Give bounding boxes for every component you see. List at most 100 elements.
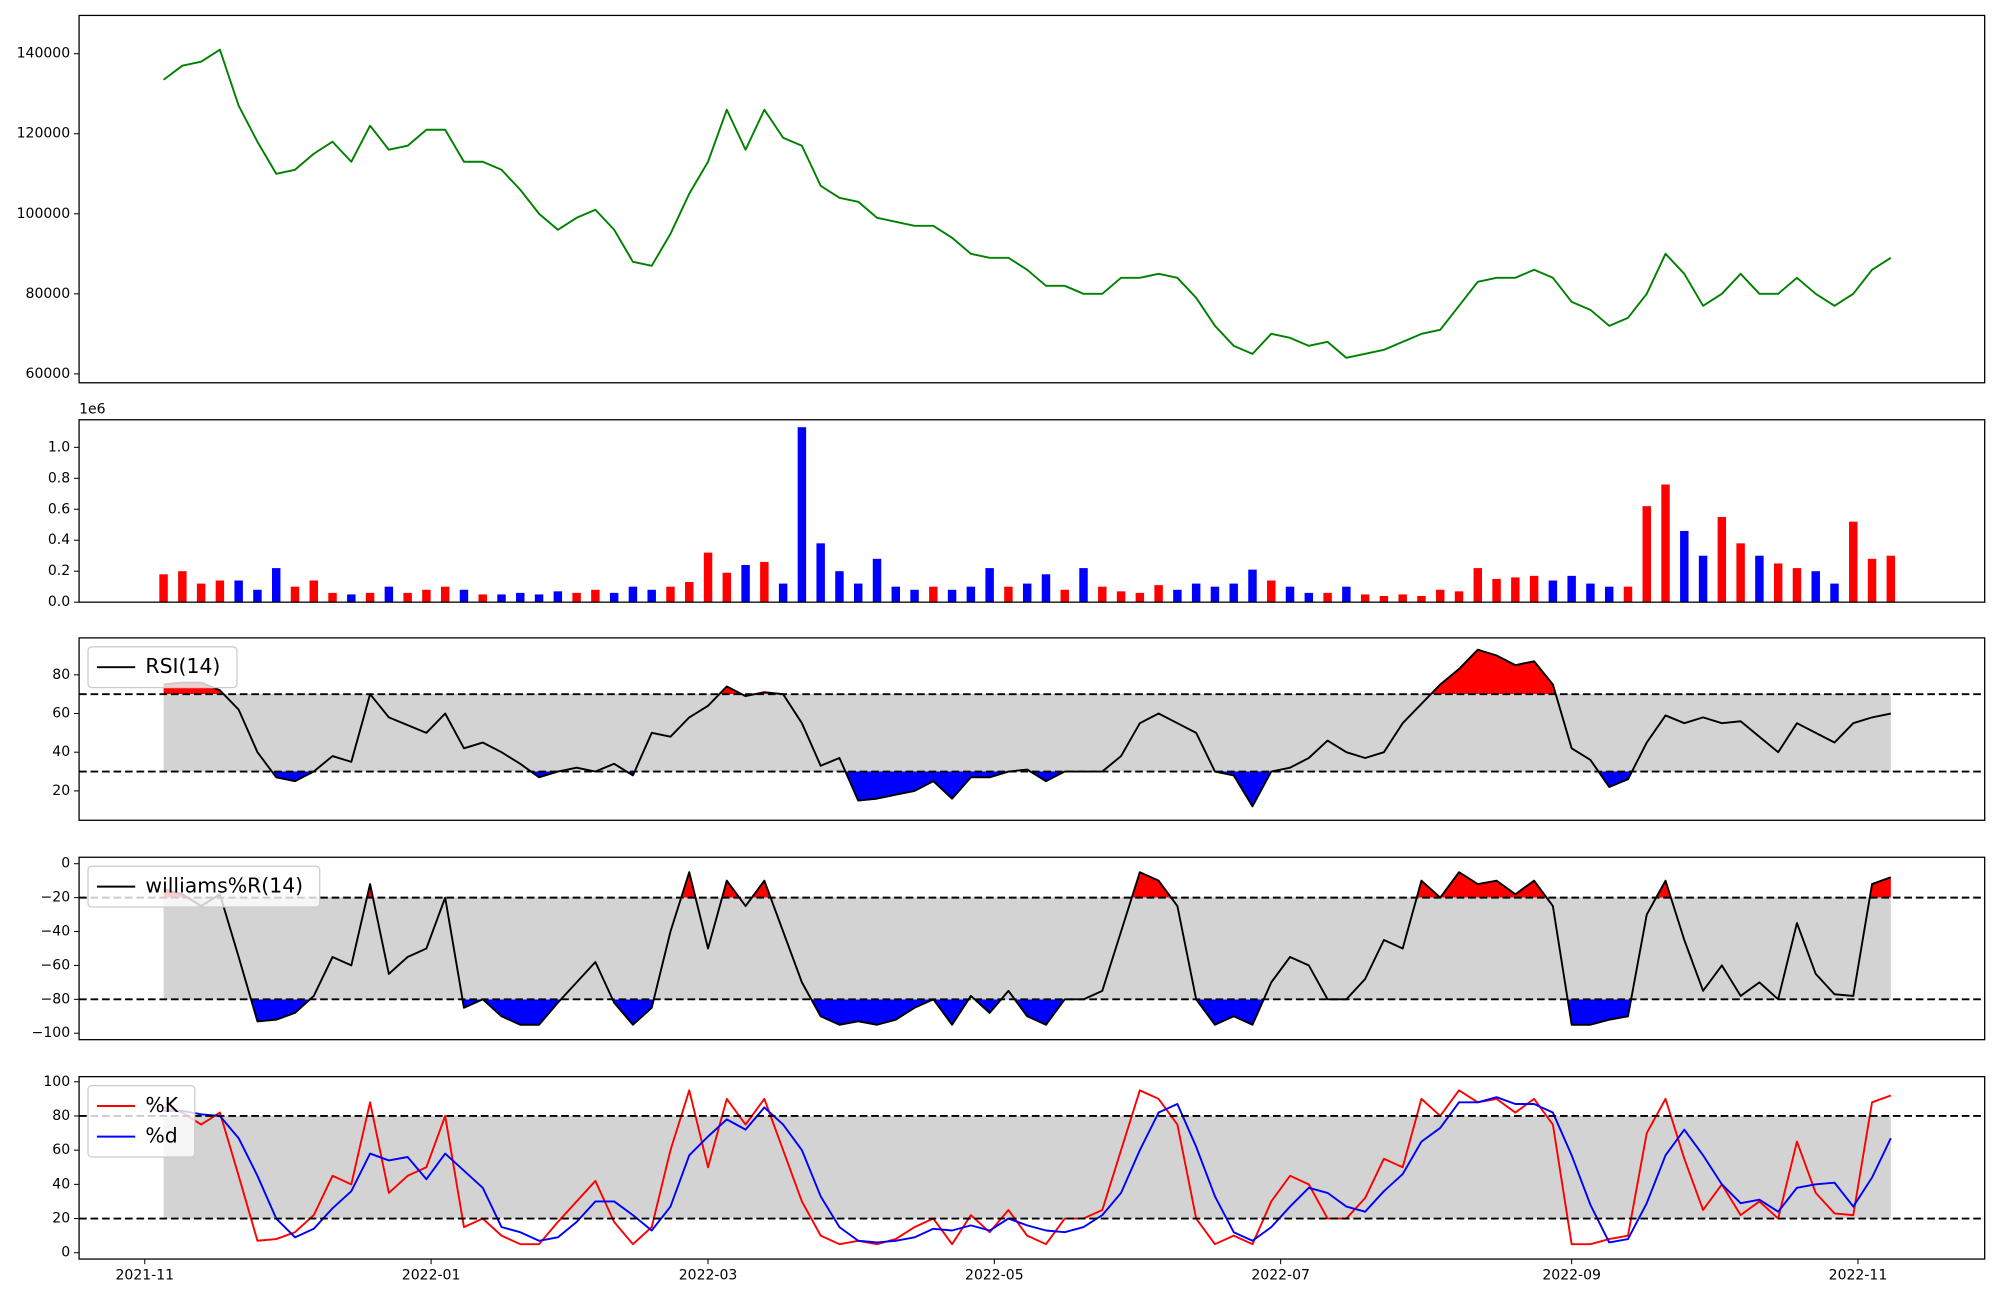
- volume-bar: [929, 586, 938, 603]
- x-tick-label: 2022-03: [679, 1268, 738, 1284]
- y-tick-label: −100: [32, 1025, 71, 1041]
- volume-bar: [1248, 569, 1257, 603]
- volume-bar: [1623, 586, 1633, 603]
- volume-bar: [1022, 583, 1032, 603]
- volume-bar: [1736, 543, 1745, 603]
- volume-bar: [835, 571, 844, 603]
- y-tick-label: 0.4: [48, 532, 70, 548]
- volume-bar: [1586, 583, 1595, 603]
- volume-bar: [572, 592, 581, 603]
- y-tick-label: 80: [52, 1108, 70, 1124]
- legend: %K %d: [87, 1084, 196, 1158]
- volume-bar: [1773, 563, 1783, 603]
- volume-bar: [497, 594, 506, 603]
- volume-bar: [1098, 586, 1107, 603]
- volume-bar: [722, 572, 732, 603]
- volume-bar: [1342, 586, 1351, 603]
- legend: williams%R(14): [87, 865, 321, 908]
- volume-bar: [1680, 530, 1689, 603]
- axes-frame: [78, 1076, 1986, 1260]
- y-tick-label: −40: [41, 924, 71, 940]
- y-tick-label: −80: [41, 991, 71, 1007]
- y-tick-label: 1.0: [48, 439, 70, 455]
- volume-bar: [271, 568, 281, 603]
- axes-frame: [78, 419, 1986, 603]
- volume-bar: [1867, 558, 1877, 603]
- y-tick-label: 20: [52, 783, 70, 799]
- panel: 60000 80000 100000 120000 140000: [17, 14, 1986, 384]
- volume-bar: [1811, 571, 1820, 603]
- volume-bar: [253, 589, 262, 603]
- volume-bar: [1060, 589, 1069, 603]
- legend-label: williams%R(14): [145, 874, 303, 898]
- series-line: [163, 1089, 1892, 1246]
- y-tick-label: 0.6: [48, 501, 70, 517]
- volume-bar: [1079, 568, 1088, 603]
- volume-bar: [1661, 484, 1670, 603]
- x-tick-label: 2022-09: [1542, 1268, 1601, 1284]
- volume-bar: [440, 586, 450, 603]
- panel: 0.0 0.2 0.4 0.6 0.8 1.0 1e6: [48, 402, 1986, 610]
- y-tick-label: −60: [41, 957, 71, 973]
- volume-bar: [685, 582, 694, 603]
- volume-bar: [1886, 555, 1896, 603]
- volume-bar: [234, 580, 243, 603]
- volume-bar: [1548, 580, 1558, 603]
- volume-bar: [309, 580, 318, 603]
- legend-box: [87, 1084, 196, 1158]
- axes-frame: [78, 14, 1986, 384]
- volume-bar: [534, 594, 544, 603]
- volume-bar: [1229, 583, 1238, 603]
- x-tick-label: 2022-01: [402, 1268, 461, 1284]
- volume-bar: [1604, 586, 1614, 603]
- volume-bar: [347, 594, 356, 603]
- volume-bar: [1154, 585, 1163, 603]
- volume-bar: [1004, 586, 1013, 603]
- legend-label: RSI(14): [145, 654, 220, 678]
- y-tick-label: 40: [52, 744, 70, 760]
- volume-bar: [985, 568, 994, 603]
- volume-bar: [178, 571, 187, 603]
- y-tick-label: 0: [61, 1245, 70, 1261]
- neutral-band: [163, 1115, 1891, 1219]
- neutral-band: [163, 897, 1891, 1000]
- panel: 20 40 60 80 RSI(14): [52, 637, 1986, 821]
- y-tick-label: 0.8: [48, 470, 70, 486]
- volume-bar: [778, 583, 788, 603]
- volume-bar: [1436, 589, 1445, 603]
- legend-label: %d: [145, 1124, 177, 1148]
- y-tick-label: 140000: [17, 46, 71, 62]
- volume-bar: [516, 592, 525, 603]
- volume-bar: [1454, 591, 1464, 603]
- volume-bar: [1304, 592, 1314, 603]
- volume-bar: [1830, 583, 1839, 603]
- volume-bar: [196, 583, 206, 603]
- volume-bar: [1173, 589, 1182, 603]
- volume-bar: [1417, 595, 1426, 603]
- volume-bar: [478, 594, 487, 603]
- volume-bar: [947, 589, 957, 603]
- volume-bar: [1849, 521, 1858, 603]
- volume-bar: [1323, 592, 1332, 603]
- volume-bar: [1567, 575, 1576, 603]
- y-tick-label: 60: [52, 1142, 70, 1158]
- y-tick-label: 0.2: [48, 563, 70, 579]
- x-tick-label: 2022-11: [1829, 1268, 1888, 1284]
- volume-bar: [422, 589, 431, 603]
- y-tick-label: 80: [52, 667, 70, 683]
- volume-bar: [159, 574, 168, 603]
- volume-bar: [1492, 578, 1501, 603]
- volume-bar: [1116, 591, 1126, 603]
- volume-bar: [1511, 577, 1520, 603]
- volume-bar: [797, 427, 807, 603]
- axes-frame: [78, 637, 1986, 821]
- legend: RSI(14): [87, 646, 238, 689]
- y-tick-label: 120000: [17, 126, 71, 142]
- y-tick-label: 40: [52, 1176, 70, 1192]
- volume-bar: [1210, 586, 1220, 603]
- volume-bar: [609, 592, 619, 603]
- volume-bar: [891, 586, 900, 603]
- volume-bar: [384, 586, 394, 603]
- volume-bar: [591, 589, 600, 603]
